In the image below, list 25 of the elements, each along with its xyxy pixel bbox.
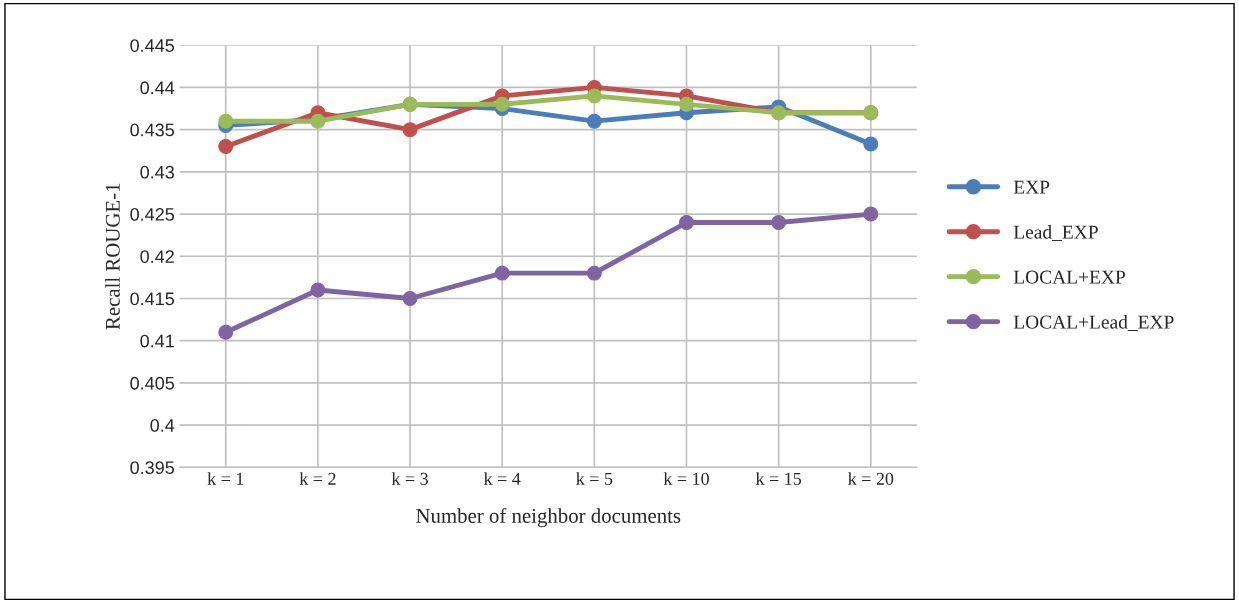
y-tick-label: 0.405 bbox=[130, 376, 175, 390]
x-tick-label: k = 2 bbox=[299, 472, 336, 485]
x-tick-label: k = 5 bbox=[576, 472, 613, 485]
x-tick-label: k = 10 bbox=[663, 472, 709, 485]
y-tick-label: 0.42 bbox=[140, 250, 174, 263]
x-tick-label: k = 15 bbox=[755, 472, 802, 485]
legend-label: LOCAL+EXP bbox=[1013, 270, 1125, 284]
x-axis-title: Number of neighbor documents bbox=[416, 508, 681, 528]
y-tick-label: 0.43 bbox=[140, 165, 174, 179]
x-tick-label: k = 20 bbox=[847, 472, 894, 485]
y-tick-label: 0.44 bbox=[140, 81, 175, 95]
y-tick-label: 0.4 bbox=[150, 419, 175, 432]
y-tick-label: 0.41 bbox=[140, 334, 174, 348]
y-tick-label: 0.425 bbox=[130, 208, 175, 221]
legend-label: LOCAL+Lead_EXP bbox=[1013, 314, 1174, 331]
legend-label: Lead_EXP bbox=[1013, 225, 1098, 242]
x-tick-label: k = 4 bbox=[483, 472, 521, 485]
legend-label: EXP bbox=[1013, 180, 1050, 194]
x-tick-label: k = 3 bbox=[391, 472, 428, 485]
y-axis-title: Recall ROUGE-1 bbox=[105, 183, 120, 330]
y-tick-label: 0.415 bbox=[130, 292, 175, 306]
x-tick-label: k = 1 bbox=[207, 472, 244, 485]
y-tick-label: 0.395 bbox=[130, 461, 175, 475]
y-tick-label: 0.435 bbox=[130, 123, 175, 137]
y-tick-label: 0.445 bbox=[130, 39, 175, 52]
